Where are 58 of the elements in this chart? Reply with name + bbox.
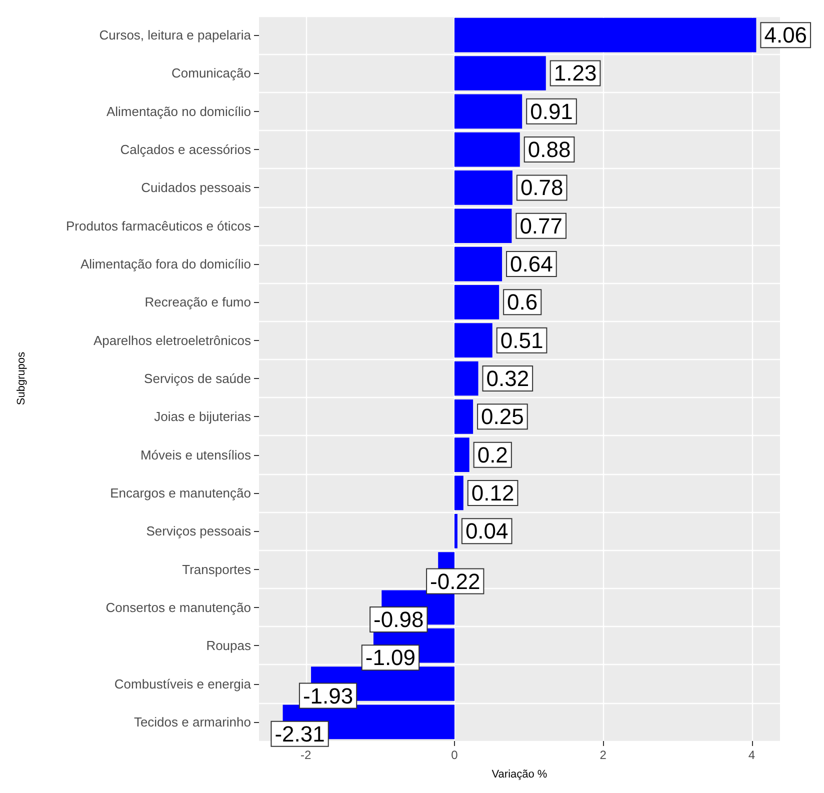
bar: [454, 56, 546, 90]
bar: [454, 323, 492, 358]
bar: [454, 132, 520, 167]
y-tick-label: Consertos e manutenção: [106, 600, 251, 615]
data-label: -2.31: [274, 721, 325, 746]
y-tick-label: Comunicação: [172, 66, 251, 81]
y-tick-label: Serviços de saúde: [144, 371, 251, 386]
bar: [454, 514, 458, 548]
bar: [454, 170, 512, 205]
x-tick-label: -2: [300, 748, 312, 762]
y-tick-label: Encargos e manutenção: [110, 485, 251, 500]
data-label: 0.2: [477, 442, 508, 468]
bar: [454, 94, 522, 129]
y-tick-label: Cursos, leitura e papelaria: [99, 28, 252, 43]
data-label: 0.77: [520, 213, 563, 238]
y-tick-label: Tecidos e armarinho: [134, 714, 251, 730]
data-label: 0.12: [471, 480, 514, 506]
data-label: -1.09: [365, 645, 416, 670]
data-label: -1.93: [302, 683, 354, 708]
data-label: 0.78: [520, 175, 564, 200]
y-tick-label: Transportes: [182, 562, 252, 577]
y-tick-label: Produtos farmacêuticos e óticos: [66, 218, 252, 234]
data-label: 0.04: [465, 518, 508, 544]
y-tick-label: Móveis e utensílios: [140, 447, 252, 462]
data-label: 0.88: [528, 137, 571, 162]
bar: [454, 476, 464, 510]
y-tick-label: Serviços pessoais: [146, 524, 252, 539]
y-tick-label: Alimentação no domicílio: [106, 104, 251, 119]
bar: [454, 208, 512, 244]
data-label: 1.23: [554, 60, 597, 86]
bar: [454, 399, 474, 434]
x-axis-title: Variação %: [492, 768, 548, 780]
y-tick-label: Cuidados pessoais: [141, 180, 252, 196]
bar: [454, 18, 756, 52]
x-tick-label: 2: [600, 748, 607, 762]
bar: [454, 285, 500, 320]
data-label: 0.6: [507, 290, 538, 315]
x-tick-label: 4: [748, 748, 756, 762]
data-label: 0.25: [481, 404, 524, 430]
x-tick-label: 0: [451, 748, 458, 762]
data-label: -0.98: [374, 606, 424, 632]
data-label: 0.91: [530, 98, 573, 124]
bar: [454, 361, 478, 396]
y-tick-label: Calçados e acessórios: [120, 142, 252, 158]
y-tick-label: Alimentação fora do domicílio: [80, 256, 251, 272]
data-label: 4.06: [764, 22, 808, 48]
data-label: -0.22: [430, 568, 480, 594]
y-tick-label: Joias e bijuterias: [154, 409, 252, 424]
bar: [454, 246, 502, 282]
data-label: 0.32: [486, 366, 530, 391]
y-tick-label: Recreação e fumo: [144, 294, 251, 310]
y-tick-label: Roupas: [206, 638, 252, 654]
y-axis-title: Subgrupos: [16, 351, 28, 406]
data-label: 0.51: [500, 328, 544, 353]
data-label: 0.64: [510, 252, 553, 277]
bar: [454, 438, 470, 472]
y-tick-label: Aparelhos eletroeletrônicos: [93, 332, 252, 348]
y-tick-label: Combustíveis e energia: [114, 676, 252, 692]
